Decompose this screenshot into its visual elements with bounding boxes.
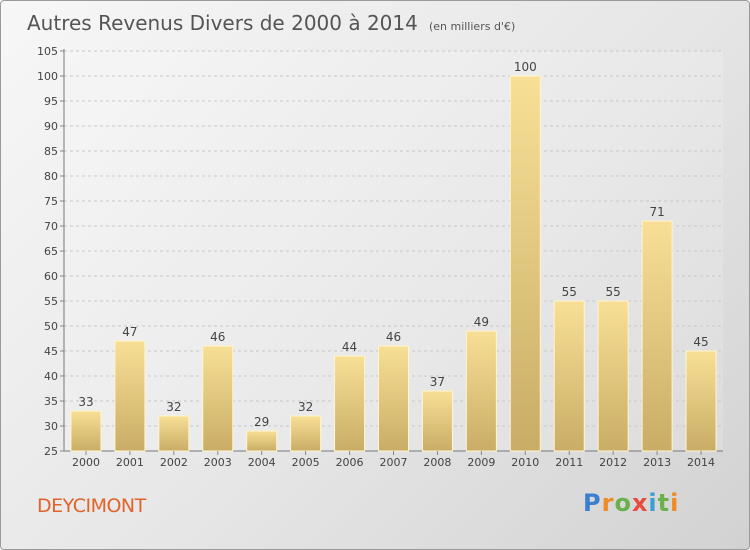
place-name: DEYCIMONT [37,495,146,517]
y-tick-label: 35 [44,395,58,408]
data-label: 71 [649,205,664,219]
bar [641,220,673,452]
x-tick-label: 2012 [599,456,627,469]
y-tick-label: 25 [44,445,58,458]
x-tick-label: 2009 [467,456,495,469]
data-label: 33 [78,395,93,409]
y-tick-label: 75 [44,195,58,208]
bar [421,390,453,452]
bar [246,430,278,452]
bar [509,75,541,452]
y-tick-label: 65 [44,245,58,258]
x-tick-label: 2011 [555,456,583,469]
y-tick-label: 60 [44,270,58,283]
x-tick-label: 2000 [72,456,100,469]
data-label: 32 [298,400,313,414]
y-tick-label: 80 [44,170,58,183]
y-tick-label: 30 [44,420,58,433]
x-tick-label: 2013 [643,456,671,469]
bar [553,300,585,452]
data-label: 29 [254,415,269,429]
x-tick-label: 2003 [204,456,232,469]
chart-unit-label: (en milliers d'€) [428,20,516,33]
data-label: 46 [386,330,401,344]
chart-title-block: Autres Revenus Divers de 2000 à 2014 (en… [27,11,515,35]
bar [465,330,497,452]
x-tick-label: 2010 [511,456,539,469]
bar [334,355,366,452]
y-tick-label: 45 [44,345,58,358]
y-tick-label: 100 [37,70,58,83]
data-label: 44 [342,340,357,354]
x-tick-label: 2007 [380,456,408,469]
chart-title: Autres Revenus Divers de 2000 à 2014 [27,11,418,35]
y-tick-label: 95 [44,95,58,108]
x-tick-label: 2008 [423,456,451,469]
data-label: 46 [210,330,225,344]
bar [202,345,234,452]
data-label: 55 [562,285,577,299]
data-label: 100 [514,60,537,74]
bar [70,410,102,452]
y-tick-label: 85 [44,145,58,158]
x-tick-label: 2001 [116,456,144,469]
bar [378,345,409,452]
y-tick-label: 55 [44,295,58,308]
bar [597,300,629,452]
x-tick-label: 2004 [248,456,276,469]
data-label: 45 [693,335,708,349]
data-label: 49 [474,315,489,329]
y-tick-label: 90 [44,120,58,133]
x-tick-label: 2014 [687,456,715,469]
bar [114,340,146,452]
x-tick-label: 2005 [292,456,320,469]
x-tick-label: 2006 [336,456,364,469]
x-tick-label: 2002 [160,456,188,469]
data-label: 55 [606,285,621,299]
proxiti-logo: Proxiti [583,489,680,517]
data-label: 47 [122,325,137,339]
bar [685,350,717,452]
bar [290,415,322,452]
bar [158,415,190,452]
y-tick-label: 40 [44,370,58,383]
data-label: 32 [166,400,181,414]
data-label: 37 [430,375,445,389]
y-tick-label: 70 [44,220,58,233]
y-tick-label: 105 [37,45,58,58]
y-tick-label: 50 [44,320,58,333]
